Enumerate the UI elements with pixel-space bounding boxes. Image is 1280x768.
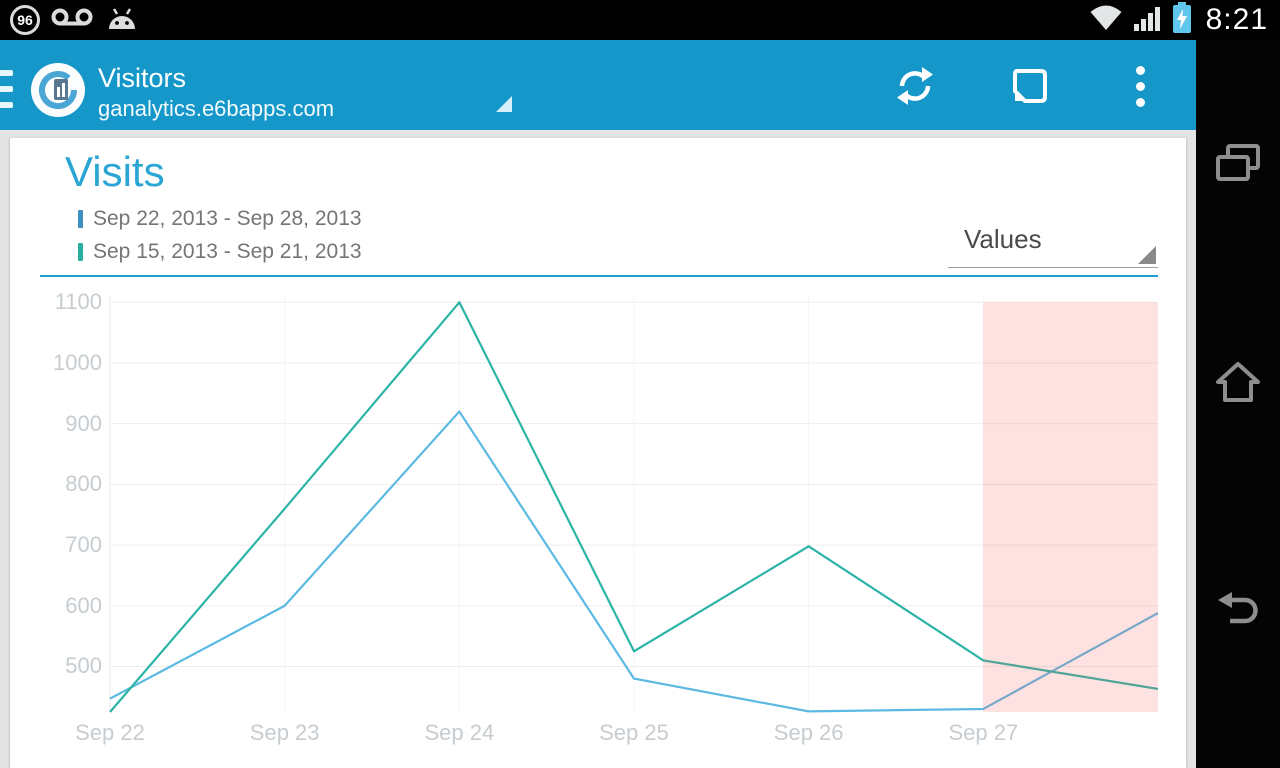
battery-charging-icon xyxy=(1172,2,1191,38)
legend-item-current-week: Sep 22, 2013 - Sep 28, 2013 xyxy=(78,202,362,235)
home-button[interactable] xyxy=(1214,358,1262,406)
action-bar: Visitors ganalytics.e6bapps.com xyxy=(0,40,1196,130)
x-axis-label: Sep 22 xyxy=(75,720,145,745)
header-divider xyxy=(40,275,1158,277)
nav-drawer-handle-icon[interactable] xyxy=(0,70,13,108)
x-axis-label: Sep 23 xyxy=(249,720,320,745)
metric-selector-spinner[interactable]: Values xyxy=(948,212,1158,268)
status-bar-left: 96 xyxy=(10,4,138,37)
back-button[interactable] xyxy=(1214,586,1262,634)
android-robot-icon xyxy=(106,5,138,36)
incomplete-data-region xyxy=(983,302,1158,712)
battery-percent-value: 96 xyxy=(17,12,33,28)
battery-percent-icon: 96 xyxy=(10,5,40,35)
legend-label: Sep 15, 2013 - Sep 21, 2013 xyxy=(93,239,362,263)
metric-selector-value: Values xyxy=(964,224,1042,254)
navigation-bar xyxy=(1196,40,1280,768)
legend-label: Sep 22, 2013 - Sep 28, 2013 xyxy=(93,206,362,230)
y-axis-labels: 500 600 700 800 900 1000 1100 xyxy=(18,290,102,712)
spinner-caret-icon xyxy=(496,96,512,112)
visits-line-chart xyxy=(109,295,1159,713)
clock: 8:21 xyxy=(1205,3,1268,36)
voicemail-icon xyxy=(51,4,95,37)
x-axis-label: Sep 27 xyxy=(948,720,1019,745)
y-axis-label: 600 xyxy=(65,592,102,618)
visits-card: Visits Sep 22, 2013 - Sep 28, 2013 Sep 1… xyxy=(10,138,1186,768)
status-bar-right: 8:21 xyxy=(1089,2,1268,38)
x-axis-labels: Sep 22 Sep 23 Sep 24 Sep 25 Sep 26 Sep 27 xyxy=(75,720,1158,750)
x-axis-label: Sep 26 xyxy=(773,720,844,745)
y-axis-label: 500 xyxy=(65,653,102,679)
y-axis-label: 900 xyxy=(65,410,102,436)
legend-marker-icon xyxy=(78,242,83,261)
y-axis-label: 800 xyxy=(65,471,102,497)
content-background: Visits Sep 22, 2013 - Sep 28, 2013 Sep 1… xyxy=(0,130,1196,768)
y-axis-label: 700 xyxy=(65,532,102,558)
series-line xyxy=(109,301,1159,713)
legend-marker-icon xyxy=(78,209,83,228)
status-bar: 96 xyxy=(0,0,1280,40)
recent-apps-button[interactable] xyxy=(1214,140,1262,188)
y-axis-label: 1100 xyxy=(54,289,102,315)
series-line xyxy=(109,410,1159,713)
y-axis-label: 1000 xyxy=(53,349,102,375)
chart-canvas xyxy=(109,295,1159,713)
cell-signal-icon xyxy=(1133,4,1162,36)
account-spinner[interactable]: Visitors ganalytics.e6bapps.com xyxy=(98,62,334,122)
account-subtitle: ganalytics.e6bapps.com xyxy=(98,96,335,121)
x-axis-label: Sep 24 xyxy=(424,720,495,745)
wifi-icon xyxy=(1089,4,1123,36)
overflow-menu-button[interactable] xyxy=(1120,63,1160,109)
page-title: Visitors xyxy=(98,63,187,93)
legend-item-previous-week: Sep 15, 2013 - Sep 21, 2013 xyxy=(78,235,362,268)
spinner-caret-icon xyxy=(1138,246,1156,264)
chart-title: Visits xyxy=(65,148,165,195)
refresh-button[interactable] xyxy=(892,63,938,109)
pages-button[interactable] xyxy=(1006,63,1052,109)
app-logo[interactable] xyxy=(30,62,86,118)
chart-legend: Sep 22, 2013 - Sep 28, 2013 Sep 15, 2013… xyxy=(78,202,362,268)
x-axis-label: Sep 25 xyxy=(599,720,669,745)
